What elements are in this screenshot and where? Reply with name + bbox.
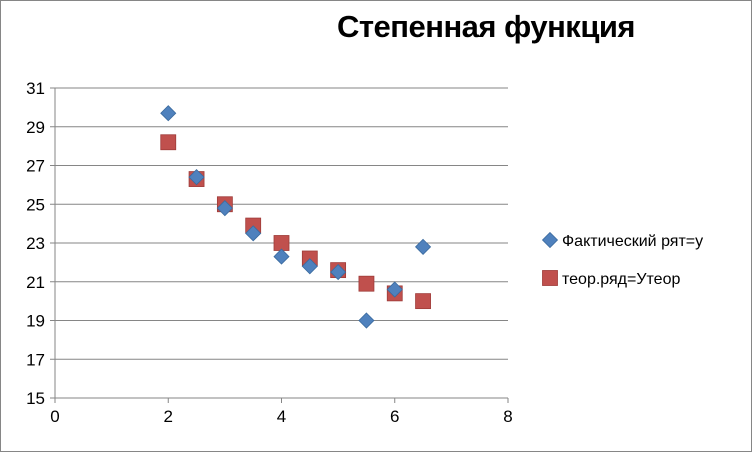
data-point-diamond <box>188 169 205 186</box>
gridlines <box>55 87 508 399</box>
legend-marker-diamond <box>541 231 559 249</box>
y-tick-label: 27 <box>26 157 45 176</box>
data-point-diamond <box>330 263 347 281</box>
y-tick-label: 25 <box>26 195 45 214</box>
y-tick-label: 31 <box>26 79 45 98</box>
data-point-diamond <box>386 281 403 298</box>
data-point-diamond <box>414 238 432 255</box>
y-tick-label: 21 <box>26 273 45 292</box>
legend: Фактический рят=y теор.ряд=Утеор <box>541 231 703 288</box>
y-tick-label: 17 <box>26 350 45 369</box>
data-point-square <box>160 134 177 151</box>
x-tick-label: 4 <box>277 407 286 426</box>
x-tick-label: 8 <box>503 407 512 426</box>
x-tick-label: 0 <box>50 407 59 426</box>
y-tick-label: 23 <box>26 234 45 253</box>
data-points <box>160 105 432 329</box>
data-point-diamond <box>216 200 233 217</box>
y-tick-label: 15 <box>26 389 45 408</box>
data-point-square <box>415 293 431 310</box>
tick-labels: 15 17 19 21 23 25 27 29 31 0 2 4 6 8 <box>26 79 513 426</box>
data-point-diamond <box>301 258 318 275</box>
axes <box>50 87 509 403</box>
y-tick-label: 19 <box>26 312 45 331</box>
chart-title: Степенная функция <box>336 9 636 44</box>
data-point-square <box>273 235 290 251</box>
y-tick-label: 29 <box>26 118 45 137</box>
data-point-diamond <box>245 225 262 242</box>
legend-marker-square <box>542 270 558 286</box>
data-point-square <box>358 275 375 292</box>
data-point-diamond <box>273 248 290 265</box>
legend-label: Фактический рят=y <box>562 233 703 250</box>
legend-label: теор.ряд=Утеор <box>562 271 680 288</box>
data-point-diamond <box>358 312 375 329</box>
data-point-diamond <box>160 105 177 122</box>
x-tick-label: 2 <box>164 407 173 426</box>
x-tick-label: 6 <box>390 407 399 426</box>
